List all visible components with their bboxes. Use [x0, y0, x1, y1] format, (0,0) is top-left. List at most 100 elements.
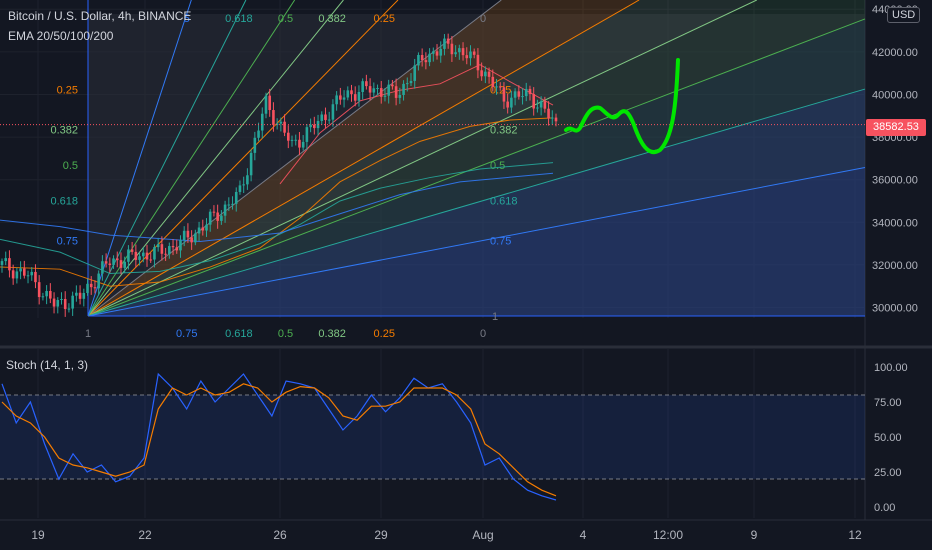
date-tick-label: Aug: [472, 528, 493, 542]
candle-body: [301, 141, 305, 148]
candle-body: [469, 51, 472, 59]
candle-body: [238, 185, 242, 192]
candle-body: [41, 296, 45, 298]
candle-body: [361, 81, 364, 93]
fib-fan-label-top: 0.618: [225, 13, 253, 25]
candle-body: [101, 261, 104, 274]
candle-body: [417, 55, 420, 66]
candle-body: [130, 249, 134, 252]
candle-body: [249, 152, 253, 176]
candle-body: [528, 88, 532, 95]
candle-body: [290, 139, 294, 141]
candle-body: [547, 108, 550, 119]
fib-fan-label-bottom: 1: [85, 328, 91, 340]
candle-body: [194, 233, 197, 243]
ema-200-line: [0, 117, 554, 287]
hand-drawn-projection: [564, 58, 680, 154]
candle-body: [242, 184, 245, 186]
candle-body: [543, 101, 547, 109]
candle-body: [279, 121, 283, 124]
candle-body: [115, 258, 119, 261]
candle-body: [405, 83, 409, 85]
candle-body: [134, 251, 138, 260]
currency-badge[interactable]: USD: [887, 7, 921, 23]
candle-body: [435, 51, 439, 56]
candle-body: [476, 54, 480, 71]
candle-body: [19, 268, 22, 272]
date-tick-label: 12:00: [653, 528, 683, 542]
candle-body: [30, 271, 34, 276]
indicator-legend[interactable]: EMA 20/50/100/200: [8, 29, 114, 43]
candle-body: [320, 114, 324, 121]
stoch-tick-label: 25.00: [874, 467, 902, 479]
stoch-band-fill: [0, 395, 865, 479]
candle-body: [4, 258, 8, 262]
stoch-tick-label: 50.00: [874, 432, 902, 444]
stoch-tick-label: 100.00: [874, 362, 908, 374]
candle-body: [502, 87, 506, 102]
candle-body: [257, 130, 260, 138]
candle-body: [160, 244, 164, 254]
price-tick-label: 36000.00: [872, 175, 918, 187]
candle-body: [246, 175, 249, 185]
candle-body: [156, 244, 160, 248]
candle-body: [153, 247, 156, 260]
candle-body: [15, 271, 19, 279]
candle-body: [11, 270, 15, 279]
fib-fan-label-bottom: 0.382: [318, 328, 346, 340]
candle-body: [275, 123, 279, 125]
fib-fan-label-right: 0.75: [490, 236, 511, 248]
candle-body: [45, 290, 48, 297]
fib-fan-label-top: 0.25: [374, 13, 395, 25]
candle-body: [149, 259, 153, 261]
fib-fan-label-bottom: 0.75: [176, 328, 197, 340]
candle-body: [487, 71, 491, 77]
candle-body: [309, 124, 312, 128]
candle-body: [387, 84, 390, 96]
candle-body: [175, 247, 179, 251]
candle-body: [450, 43, 454, 55]
date-tick-label: 26: [273, 528, 287, 542]
candle-body: [446, 38, 450, 44]
candle-body: [253, 137, 257, 153]
stoch-label[interactable]: Stoch (14, 1, 3): [6, 358, 89, 372]
candle-body: [260, 113, 264, 131]
fib-fan-label-left: 0.618: [50, 196, 78, 208]
candle-body: [346, 90, 350, 98]
date-tick-label: 9: [751, 528, 758, 542]
fib-fan-label-right: 0.5: [490, 160, 505, 172]
candle-body: [324, 114, 327, 121]
fib-fan-ray: [87, 18, 866, 317]
candle-body: [298, 139, 301, 148]
candle-body: [26, 275, 30, 277]
candle-body: [75, 292, 78, 296]
candle-body: [138, 256, 141, 260]
candle-body: [506, 101, 509, 108]
candle-body: [182, 230, 186, 241]
candle-body: [37, 282, 41, 298]
candle-body: [368, 86, 372, 93]
candle-body: [171, 246, 175, 248]
candle-body: [63, 298, 67, 310]
price-tick-label: 42000.00: [872, 47, 918, 59]
candle-body: [394, 86, 398, 98]
candle-body: [372, 88, 376, 93]
candle-body: [220, 215, 223, 221]
fib-fan-ray-steep: [87, 0, 296, 317]
date-tick-label: 22: [138, 528, 152, 542]
candle-body: [60, 298, 63, 301]
candle-body: [212, 211, 216, 213]
date-tick-label: 4: [580, 528, 587, 542]
candle-body: [513, 91, 517, 98]
candle-body: [391, 84, 394, 87]
candle-body: [458, 48, 461, 53]
candle-body: [93, 287, 97, 289]
candle-body: [495, 86, 498, 88]
candle-body: [168, 246, 171, 255]
candle-body: [550, 117, 554, 119]
candle-body: [331, 104, 335, 120]
price-tick-label: 40000.00: [872, 89, 918, 101]
candle-body: [379, 88, 383, 97]
candle-body: [439, 48, 443, 56]
